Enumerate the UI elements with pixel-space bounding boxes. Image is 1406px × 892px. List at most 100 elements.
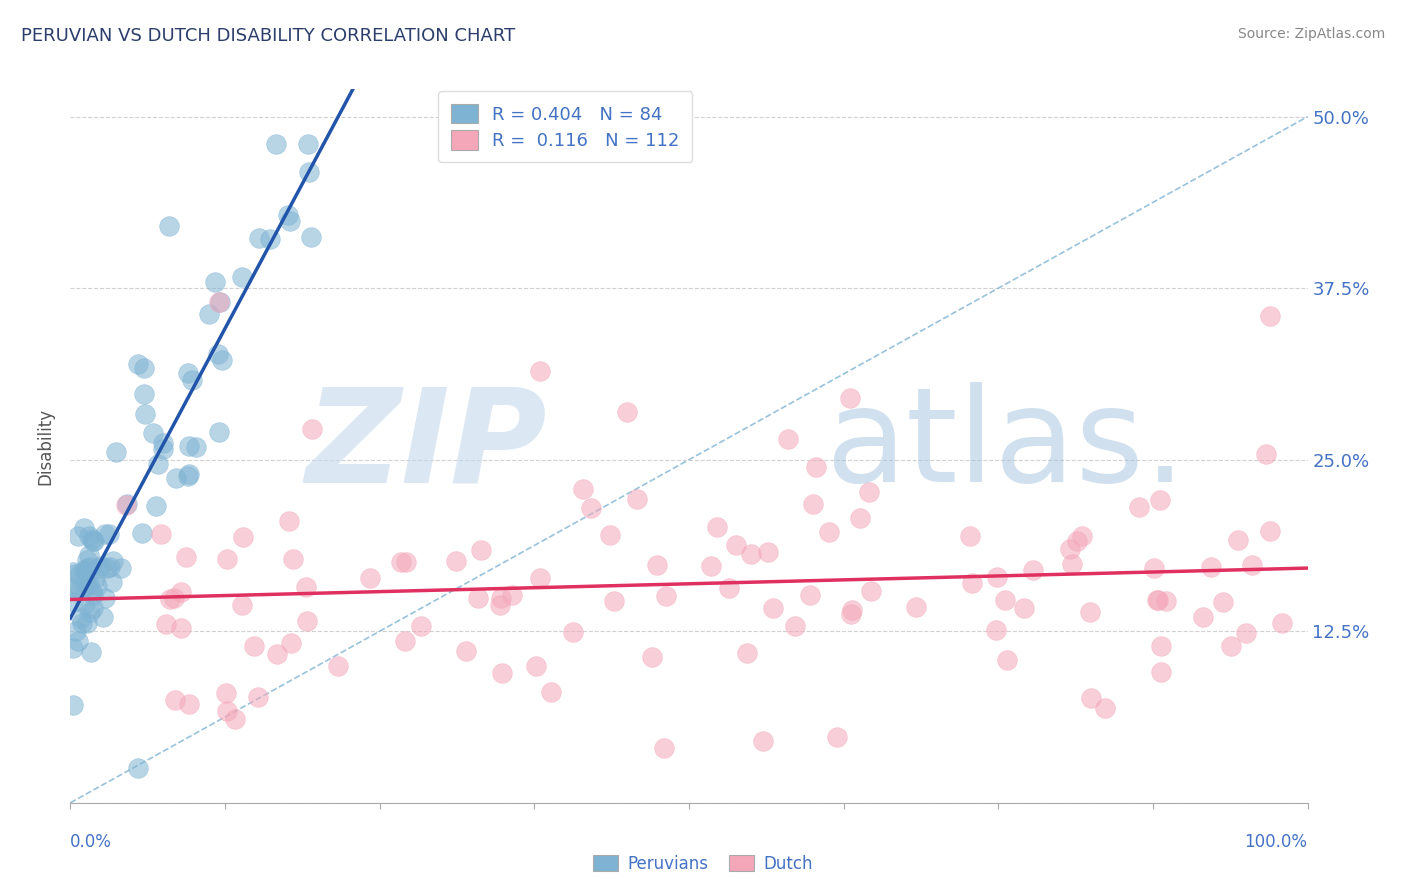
Point bbox=[98, 559, 121, 574]
Text: atlas.: atlas. bbox=[825, 383, 1187, 509]
Point bbox=[69, 566, 91, 581]
Point bbox=[278, 514, 301, 528]
Point bbox=[232, 530, 254, 544]
Point bbox=[1128, 500, 1150, 514]
Point bbox=[838, 391, 860, 405]
Point bbox=[165, 471, 187, 485]
Point bbox=[152, 442, 174, 456]
Point bbox=[1150, 665, 1173, 679]
Point bbox=[177, 468, 200, 483]
Point bbox=[115, 498, 138, 512]
Point bbox=[579, 501, 602, 516]
Point bbox=[69, 611, 91, 625]
Point bbox=[82, 601, 104, 615]
Point bbox=[297, 614, 319, 628]
Point bbox=[801, 497, 824, 511]
Point bbox=[299, 230, 322, 244]
Point bbox=[456, 644, 478, 658]
Point bbox=[208, 294, 231, 309]
Point bbox=[655, 589, 678, 603]
Point bbox=[277, 208, 299, 222]
Point bbox=[572, 483, 595, 497]
Point bbox=[179, 467, 201, 482]
Point bbox=[94, 527, 117, 541]
Point bbox=[717, 581, 740, 595]
Point bbox=[149, 526, 172, 541]
Point bbox=[960, 576, 983, 591]
Point bbox=[62, 640, 84, 655]
Point bbox=[1226, 533, 1249, 548]
Point bbox=[298, 165, 321, 179]
Point bbox=[207, 347, 229, 361]
Point bbox=[1219, 639, 1241, 653]
Point bbox=[540, 684, 562, 698]
Legend: R = 0.404   N = 84, R =  0.116   N = 112: R = 0.404 N = 84, R = 0.116 N = 112 bbox=[439, 91, 692, 162]
Point bbox=[103, 554, 125, 568]
Point bbox=[526, 658, 548, 673]
Point bbox=[198, 307, 221, 321]
Point bbox=[264, 137, 287, 152]
Point bbox=[87, 561, 110, 575]
Point bbox=[231, 270, 253, 285]
Point bbox=[849, 511, 872, 525]
Point bbox=[93, 591, 115, 605]
Point bbox=[104, 444, 127, 458]
Point bbox=[152, 435, 174, 450]
Point bbox=[82, 534, 104, 549]
Point bbox=[599, 528, 621, 542]
Point bbox=[80, 532, 103, 546]
Point bbox=[134, 360, 156, 375]
Point bbox=[66, 584, 89, 599]
Point bbox=[1146, 592, 1168, 607]
Point bbox=[73, 521, 96, 535]
Point bbox=[1191, 610, 1213, 624]
Point bbox=[860, 584, 883, 599]
Point bbox=[82, 588, 104, 602]
Text: ZIP: ZIP bbox=[305, 383, 547, 509]
Point bbox=[491, 666, 513, 681]
Point bbox=[83, 534, 105, 549]
Point bbox=[73, 566, 96, 580]
Point bbox=[858, 484, 880, 499]
Point bbox=[295, 580, 318, 594]
Point bbox=[62, 580, 84, 594]
Point bbox=[80, 583, 103, 598]
Point bbox=[83, 571, 105, 585]
Point bbox=[1071, 529, 1094, 543]
Point bbox=[65, 624, 87, 638]
Point bbox=[259, 232, 281, 246]
Point bbox=[735, 646, 758, 660]
Point bbox=[1254, 447, 1277, 461]
Point bbox=[278, 213, 301, 227]
Point bbox=[246, 690, 269, 704]
Point bbox=[740, 548, 762, 562]
Point bbox=[1260, 309, 1282, 323]
Point bbox=[1022, 563, 1045, 577]
Point bbox=[217, 704, 239, 718]
Point bbox=[489, 599, 512, 613]
Point bbox=[280, 636, 302, 650]
Point bbox=[170, 621, 193, 635]
Point bbox=[995, 653, 1018, 667]
Point bbox=[359, 572, 381, 586]
Point bbox=[63, 566, 86, 581]
Point bbox=[157, 219, 180, 234]
Point bbox=[67, 633, 90, 648]
Point bbox=[827, 730, 849, 744]
Text: Source: ZipAtlas.com: Source: ZipAtlas.com bbox=[1237, 27, 1385, 41]
Point bbox=[905, 600, 928, 615]
Point bbox=[529, 363, 551, 377]
Point bbox=[994, 592, 1017, 607]
Point bbox=[817, 524, 839, 539]
Point bbox=[79, 605, 101, 619]
Point bbox=[177, 697, 200, 711]
Point bbox=[501, 588, 523, 602]
Point bbox=[134, 407, 156, 421]
Point bbox=[602, 593, 624, 607]
Point bbox=[1060, 557, 1083, 571]
Point bbox=[145, 499, 167, 513]
Point bbox=[1143, 561, 1166, 575]
Point bbox=[959, 529, 981, 543]
Point bbox=[1240, 558, 1263, 573]
Point bbox=[93, 610, 115, 624]
